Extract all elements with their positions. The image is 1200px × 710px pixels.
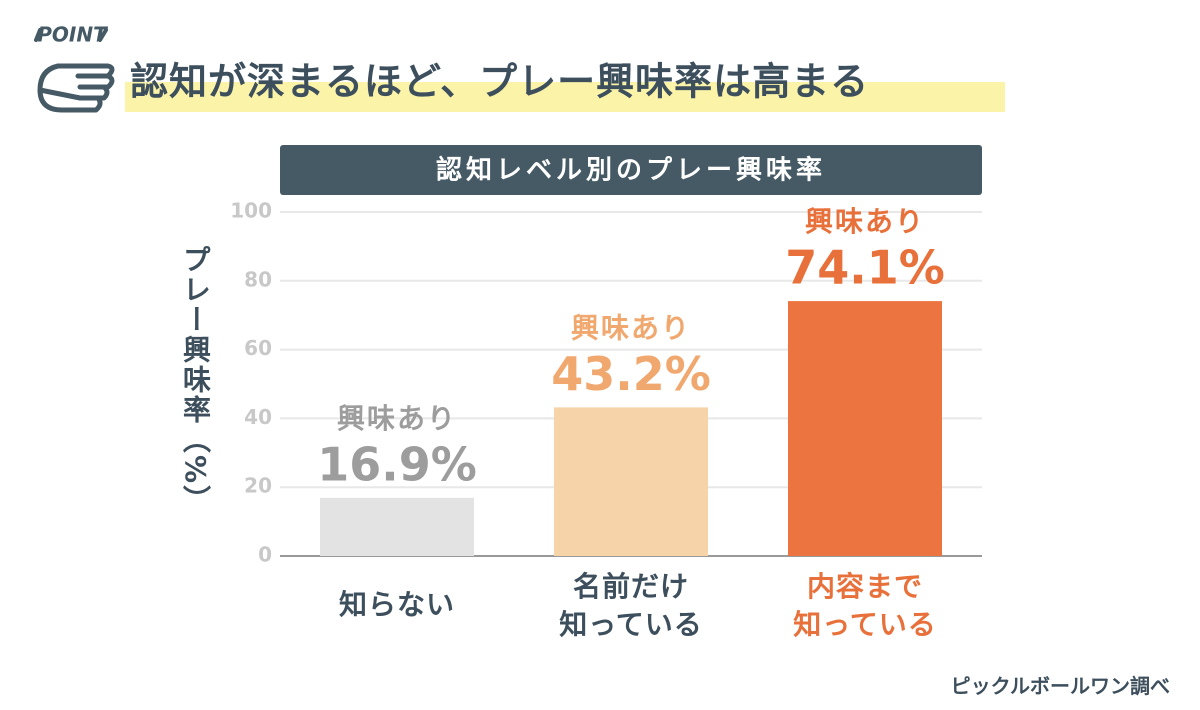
value-label: 43.2%	[551, 347, 711, 401]
value-label: 74.1%	[785, 241, 945, 295]
annotation: 興味あり	[337, 402, 457, 435]
headline: 認知が深まるほど、プレー興味率は高まる	[130, 60, 869, 104]
bar	[554, 407, 708, 556]
highlight	[125, 82, 1005, 112]
x-tick-label: 内容まで 知っている	[793, 570, 937, 641]
y-axis-label: プレー興味率（%）	[179, 245, 212, 516]
annotation: 興味あり	[571, 311, 691, 344]
x-tick-label: 名前だけ 知っている	[559, 570, 703, 641]
y-tick-label: 0	[258, 543, 272, 567]
annotation: 興味あり	[805, 205, 925, 238]
bar	[320, 497, 474, 556]
badge: POINT	[37, 23, 108, 47]
y-tick-label: 80	[244, 267, 272, 291]
x-tick-label: 知らない	[338, 588, 455, 621]
chart-title: 認知レベル別のプレー興味率	[436, 155, 826, 186]
value-label: 16.9%	[317, 437, 477, 491]
y-tick-label: 60	[244, 336, 272, 360]
hand-icon	[34, 28, 115, 113]
y-tick-label: 40	[244, 405, 272, 429]
source: ピックルボールワン調べ	[950, 674, 1170, 698]
y-tick-label: 20	[244, 474, 272, 498]
chart-title-box	[280, 145, 982, 195]
bar	[788, 301, 942, 556]
y-tick-label: 100	[230, 199, 272, 223]
